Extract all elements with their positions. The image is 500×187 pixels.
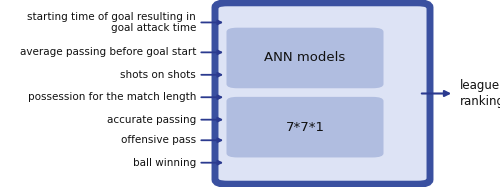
Text: starting time of goal resulting in
goal attack time: starting time of goal resulting in goal … xyxy=(27,12,196,33)
FancyBboxPatch shape xyxy=(226,97,384,157)
Text: ball winning: ball winning xyxy=(133,158,196,168)
Text: possession for the match length: possession for the match length xyxy=(28,92,196,102)
Text: offensive pass: offensive pass xyxy=(121,135,196,145)
FancyBboxPatch shape xyxy=(215,3,430,184)
Text: shots on shots: shots on shots xyxy=(120,70,196,80)
Text: accurate passing: accurate passing xyxy=(107,115,196,125)
Text: 7*7*1: 7*7*1 xyxy=(286,121,325,134)
Text: league
ranking: league ranking xyxy=(460,79,500,108)
Text: average passing before goal start: average passing before goal start xyxy=(20,47,196,57)
Text: ANN models: ANN models xyxy=(264,51,345,65)
FancyBboxPatch shape xyxy=(226,28,384,88)
